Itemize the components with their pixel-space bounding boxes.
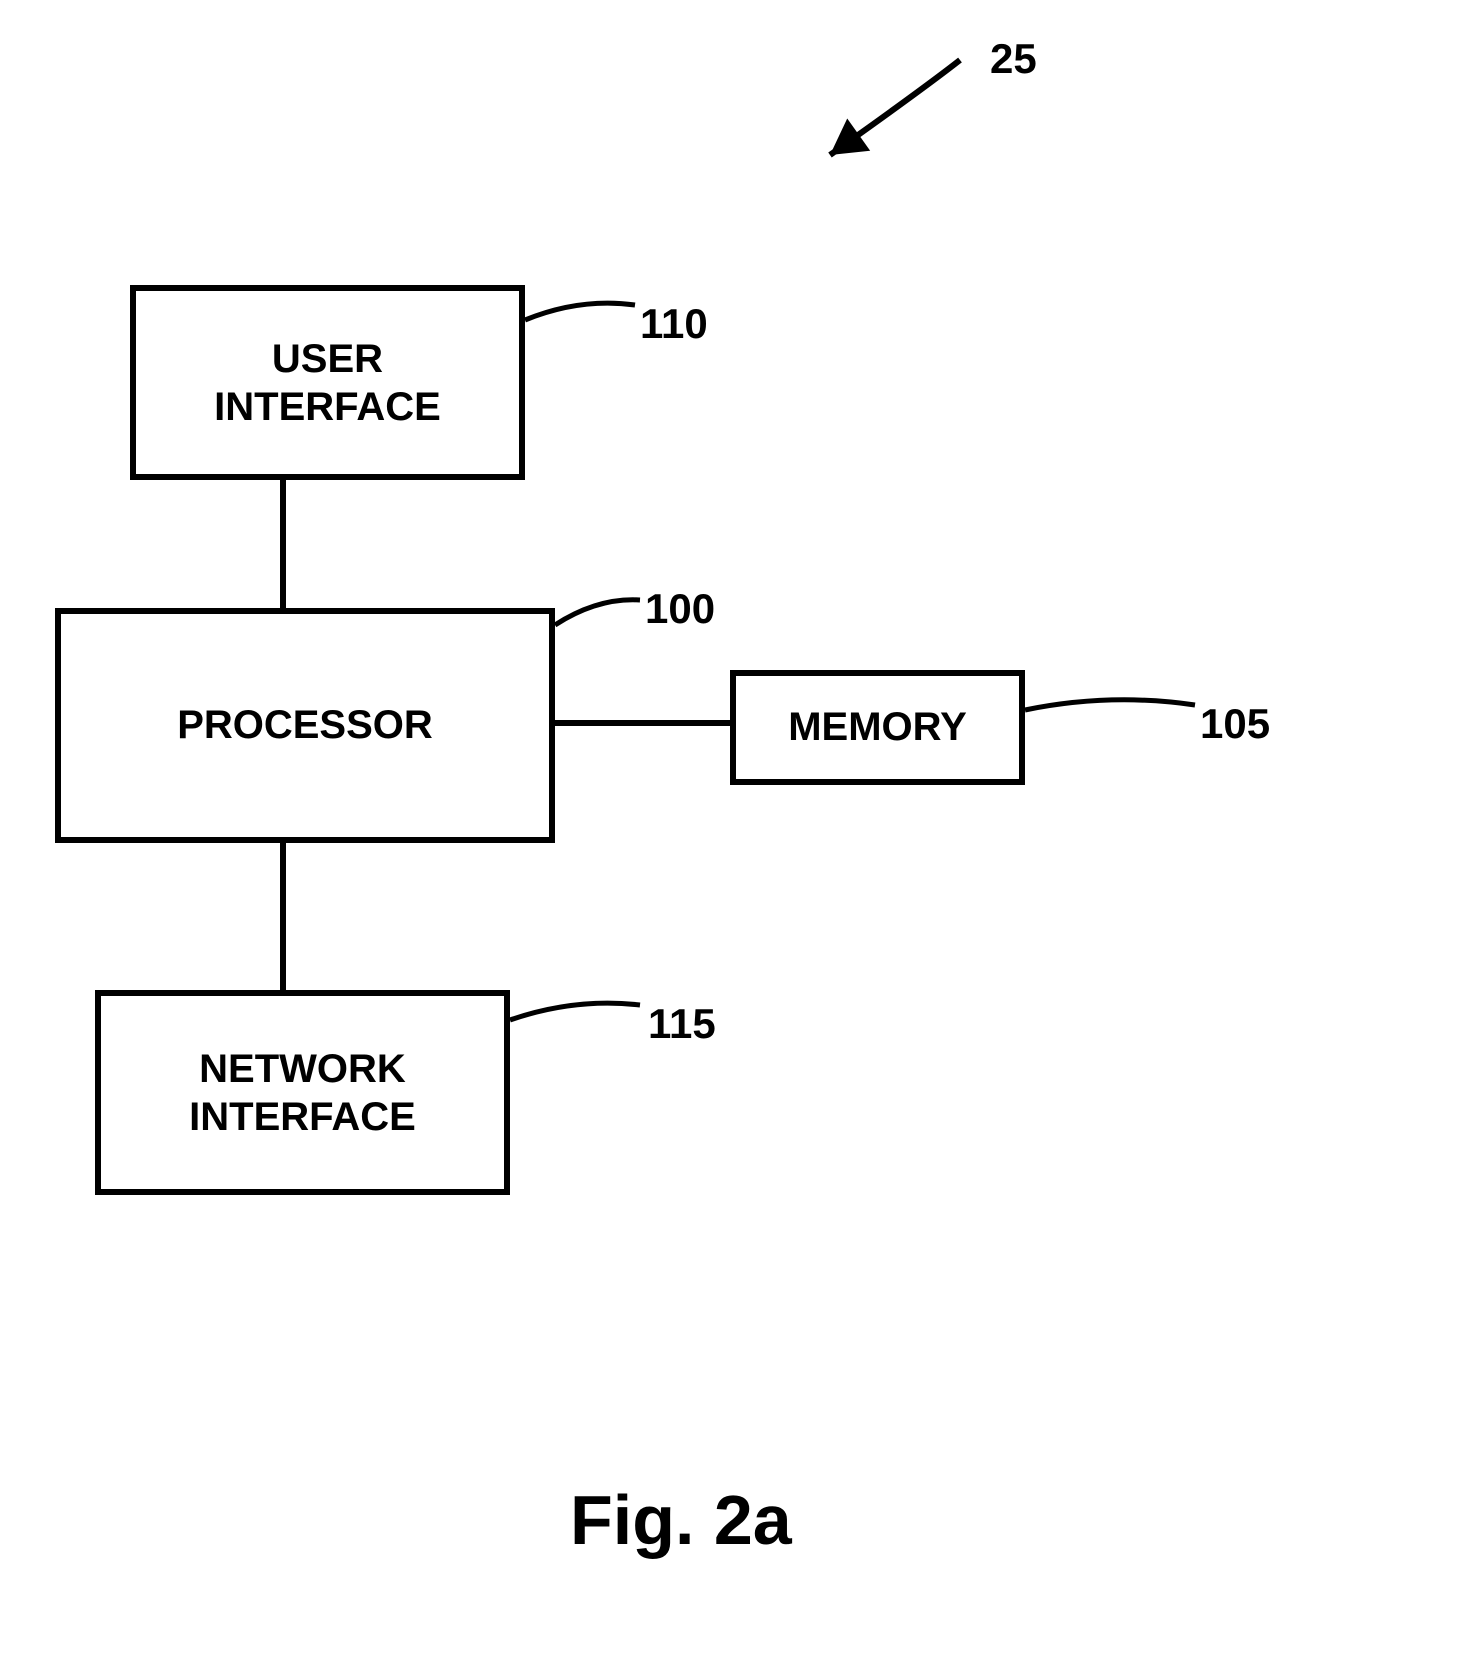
network-interface-box: NETWORK INTERFACE: [95, 990, 510, 1195]
processor-box: PROCESSOR: [55, 608, 555, 843]
user-interface-ref-label: 110: [640, 300, 708, 348]
reference-arrow-svg: [0, 0, 1477, 300]
user-interface-label: USER INTERFACE: [214, 335, 441, 431]
figure-label: Fig. 2a: [570, 1480, 792, 1560]
connector-processor-network: [280, 843, 286, 990]
connector-ui-processor: [280, 480, 286, 608]
processor-label: PROCESSOR: [177, 703, 433, 748]
reference-label-25: 25: [990, 35, 1037, 83]
network-interface-ref-label: 115: [648, 1000, 716, 1048]
network-interface-label: NETWORK INTERFACE: [189, 1045, 416, 1141]
user-interface-box: USER INTERFACE: [130, 285, 525, 480]
processor-ref-label: 100: [645, 585, 715, 633]
connector-processor-memory: [555, 720, 730, 726]
memory-box: MEMORY: [730, 670, 1025, 785]
memory-ref-label: 105: [1200, 700, 1270, 748]
memory-label: MEMORY: [788, 705, 967, 750]
